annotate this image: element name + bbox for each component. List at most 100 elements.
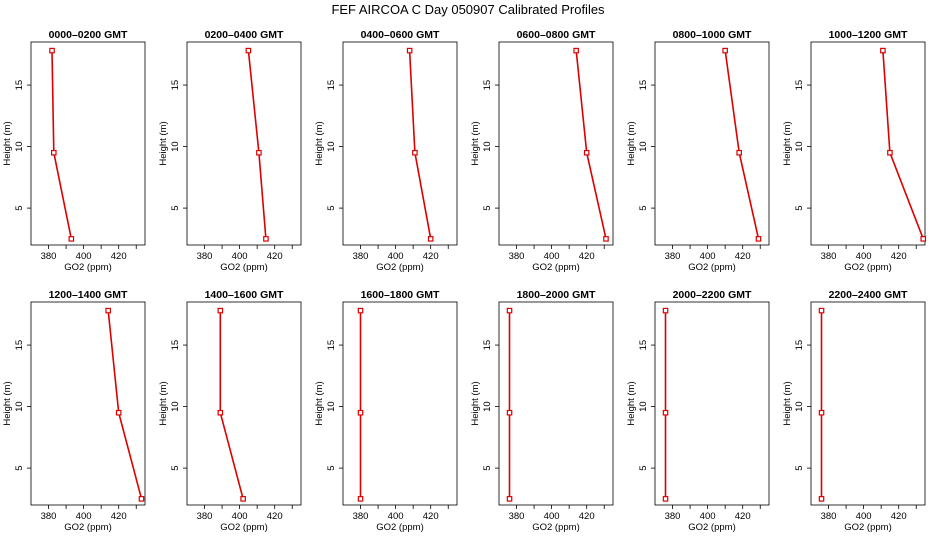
x-axis-label: GO2 (ppm) bbox=[376, 522, 424, 533]
data-point bbox=[662, 496, 669, 502]
y-axis-label: Height (m) bbox=[314, 121, 325, 165]
data-point bbox=[880, 47, 886, 54]
chart-panel: 0400–0600 GMT 380 400 420 5 10 15 GO2 (ppm) Heig… bbox=[314, 29, 458, 273]
data-point bbox=[256, 149, 262, 156]
y-tick-label: 15 bbox=[638, 80, 649, 91]
chart-panel: 0800–1000 GMT 380 400 420 5 10 15 GO2 (ppm) Heig… bbox=[626, 29, 770, 273]
y-tick-label: 5 bbox=[14, 205, 25, 210]
y-tick-label: 10 bbox=[326, 401, 337, 412]
profile-line bbox=[408, 50, 432, 239]
panel-title: 0000–0200 GMT bbox=[49, 29, 128, 41]
data-point bbox=[920, 236, 927, 242]
profile-line bbox=[575, 50, 607, 239]
data-point bbox=[138, 496, 145, 502]
data-point bbox=[583, 149, 590, 156]
chart-panel: 0600–0800 GMT 380 400 420 5 10 15 GO2 (ppm) Heig… bbox=[470, 29, 614, 273]
y-tick-label: 15 bbox=[482, 80, 493, 91]
y-tick-label: 5 bbox=[794, 205, 805, 210]
panel-title: 2200–2400 GMT bbox=[829, 289, 908, 301]
y-tick-label: 15 bbox=[14, 340, 25, 351]
profile-line bbox=[882, 50, 924, 240]
y-axis-label: Height (m) bbox=[158, 121, 169, 165]
y-axis-label: Height (m) bbox=[470, 381, 481, 425]
y-tick-label: 10 bbox=[482, 141, 493, 152]
data-point bbox=[818, 307, 825, 314]
data-point bbox=[245, 47, 252, 54]
panel-title: 0600–0800 GMT bbox=[517, 29, 596, 41]
data-point bbox=[50, 149, 57, 156]
x-tick-label: 380 bbox=[41, 251, 57, 262]
x-tick-label: 420 bbox=[891, 511, 907, 522]
data-point bbox=[357, 307, 364, 314]
x-tick-label: 380 bbox=[509, 511, 525, 522]
x-axis-label: GO2 (ppm) bbox=[220, 522, 268, 533]
chart-panel: 1600–1800 GMT 380 400 420 5 10 15 GO2 (ppm) Heig… bbox=[314, 289, 458, 533]
x-tick-label: 380 bbox=[821, 511, 837, 522]
x-tick-label: 380 bbox=[821, 251, 837, 262]
x-tick-label: 420 bbox=[735, 511, 751, 522]
data-point bbox=[68, 236, 75, 242]
data-point bbox=[105, 307, 111, 314]
x-tick-label: 420 bbox=[579, 251, 595, 262]
y-axis-label: Height (m) bbox=[626, 121, 637, 165]
profile-line bbox=[247, 50, 267, 239]
data-point bbox=[263, 236, 269, 242]
y-tick-label: 10 bbox=[326, 141, 337, 152]
x-axis-label: GO2 (ppm) bbox=[844, 262, 892, 273]
data-point bbox=[506, 307, 513, 314]
y-tick-label: 5 bbox=[638, 205, 649, 210]
data-point bbox=[662, 409, 669, 416]
data-point bbox=[357, 496, 364, 502]
chart-panel: 1400–1600 GMT 380 400 420 5 10 15 GO2 (ppm) Heig… bbox=[158, 289, 302, 533]
x-tick-label: 380 bbox=[353, 511, 369, 522]
panel-title: 1200–1400 GMT bbox=[49, 289, 128, 301]
plot-frame bbox=[810, 301, 926, 506]
chart-panel: 2000–2200 GMT 380 400 420 5 10 15 GO2 (ppm) Heig… bbox=[626, 289, 770, 533]
y-tick-label: 15 bbox=[794, 340, 805, 351]
y-axis-label: Height (m) bbox=[626, 381, 637, 425]
data-point bbox=[736, 149, 742, 156]
profile-line bbox=[107, 310, 143, 500]
plot-frame bbox=[498, 41, 614, 246]
x-tick-label: 420 bbox=[735, 251, 751, 262]
y-tick-label: 10 bbox=[170, 141, 181, 152]
y-axis-label: Height (m) bbox=[782, 381, 793, 425]
y-axis-label: Height (m) bbox=[782, 121, 793, 165]
panel-title: 1400–1600 GMT bbox=[205, 289, 284, 301]
data-point bbox=[662, 307, 669, 314]
x-axis-label: GO2 (ppm) bbox=[64, 262, 112, 273]
panel-title: 1000–1200 GMT bbox=[829, 29, 908, 41]
x-tick-label: 380 bbox=[197, 251, 213, 262]
y-tick-label: 10 bbox=[794, 401, 805, 412]
plot-frame bbox=[186, 41, 302, 246]
x-tick-label: 400 bbox=[76, 511, 92, 522]
y-tick-label: 5 bbox=[794, 465, 805, 470]
plot-frame bbox=[186, 301, 302, 506]
y-tick-label: 15 bbox=[638, 340, 649, 351]
x-tick-label: 380 bbox=[41, 511, 57, 522]
data-point bbox=[887, 149, 893, 156]
x-tick-label: 400 bbox=[76, 251, 92, 262]
profile-line bbox=[219, 310, 244, 500]
x-tick-label: 380 bbox=[665, 251, 681, 262]
data-point bbox=[722, 47, 728, 54]
profile-line bbox=[51, 50, 73, 239]
data-point bbox=[818, 496, 825, 502]
panel-title: 1800–2000 GMT bbox=[517, 289, 596, 301]
y-tick-label: 15 bbox=[326, 80, 337, 91]
data-point bbox=[818, 409, 825, 416]
x-tick-label: 380 bbox=[509, 251, 525, 262]
data-point bbox=[406, 47, 413, 54]
chart-panel: 0000–0200 GMT 380 400 420 5 10 15 GO2 (ppm) Heig… bbox=[2, 29, 146, 273]
x-axis-label: GO2 (ppm) bbox=[844, 522, 892, 533]
data-point bbox=[49, 47, 55, 54]
chart-panel: 1800–2000 GMT 380 400 420 5 10 15 GO2 (ppm) Heig… bbox=[470, 289, 614, 533]
panel-grid: 0000–0200 GMT 380 400 420 5 10 15 GO2 (ppm) Heig… bbox=[2, 29, 927, 533]
panel-title: 0200–0400 GMT bbox=[205, 29, 284, 41]
plot-frame bbox=[654, 41, 770, 246]
x-axis-label: GO2 (ppm) bbox=[220, 262, 268, 273]
y-axis-label: Height (m) bbox=[470, 121, 481, 165]
data-point bbox=[506, 409, 513, 416]
y-tick-label: 10 bbox=[794, 141, 805, 152]
